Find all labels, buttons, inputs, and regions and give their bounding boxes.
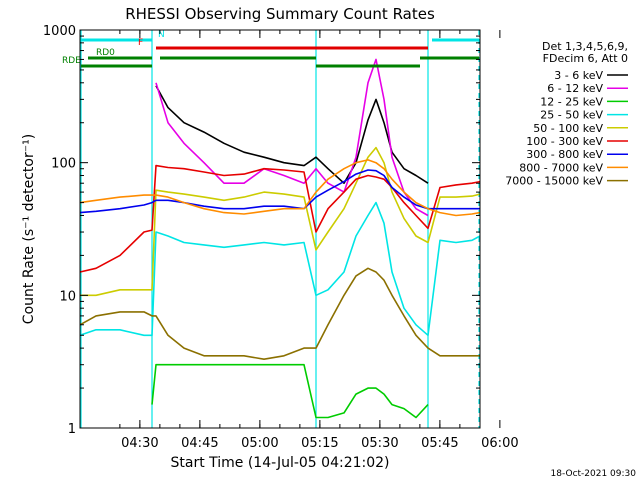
series-line-8 [79, 267, 480, 360]
series-line-1 [155, 58, 429, 217]
legend-label-8: 7000 - 15000 keV [505, 175, 603, 188]
y-tick-label-2: 100 [51, 157, 76, 172]
y-tick-label-3: 1000 [43, 24, 76, 39]
legend-header-0: Det 1,3,4,5,6,9, [542, 40, 628, 53]
legend-label-0: 3 - 6 keV [554, 69, 603, 82]
x-tick-label-4: 05:30 [361, 436, 398, 451]
legend-label-2: 12 - 25 keV [540, 95, 603, 108]
y-axis: 1 10 100 1000 [43, 24, 480, 437]
series-line-4 [80, 146, 481, 297]
series-line-5 [79, 164, 481, 273]
legend-label-4: 50 - 100 keV [533, 122, 603, 135]
flag-label-rd0: RD0 [96, 48, 115, 58]
series-line-0 [155, 85, 429, 184]
legend-header-1: FDecim 6, Att 0 [543, 52, 628, 65]
x-tick-label-2: 05:00 [241, 436, 278, 451]
series-line-3 [79, 201, 481, 337]
series-line-6 [79, 169, 480, 214]
x-tick-label-5: 05:45 [421, 436, 458, 451]
plot-frame [79, 29, 481, 429]
legend-label-5: 100 - 300 keV [526, 135, 603, 148]
legend-label-7: 800 - 7000 keV [519, 161, 603, 174]
y-tick-label-0: 1 [68, 422, 76, 437]
series-line-2 [151, 363, 429, 419]
flag-label-f: F [138, 38, 143, 48]
legend-label-1: 6 - 12 keV [547, 82, 603, 95]
x-tick-label-0: 04:30 [121, 436, 158, 451]
flag-label-n: N [158, 30, 165, 40]
legend-label-3: 25 - 50 keV [540, 109, 603, 122]
x-tick-label-3: 05:15 [301, 436, 338, 451]
x-axis: 04:30 04:45 05:00 05:15 05:30 05:45 06:00 [119, 30, 519, 451]
footer-date: 18-Oct-2021 09:30 [551, 469, 637, 479]
x-axis-label: Start Time (14-Jul-05 04:21:02) [170, 455, 389, 471]
series-line-7 [79, 159, 481, 217]
y-axis-label: Count Rate (s⁻¹ detector⁻¹) [21, 134, 37, 324]
plot-area: N F RD0 RDE [62, 30, 481, 428]
x-tick-label-1: 04:45 [181, 436, 218, 451]
legend: Det 1,3,4,5,6,9,FDecim 6, Att 0 3 - 6 keV… [505, 40, 628, 188]
x-tick-label-6: 06:00 [481, 436, 518, 451]
chart-title: RHESSI Observing Summary Count Rates [125, 5, 435, 23]
legend-label-6: 300 - 800 keV [526, 148, 603, 161]
flag-label-rde: RDE [62, 56, 81, 66]
y-tick-label-1: 10 [59, 289, 76, 304]
